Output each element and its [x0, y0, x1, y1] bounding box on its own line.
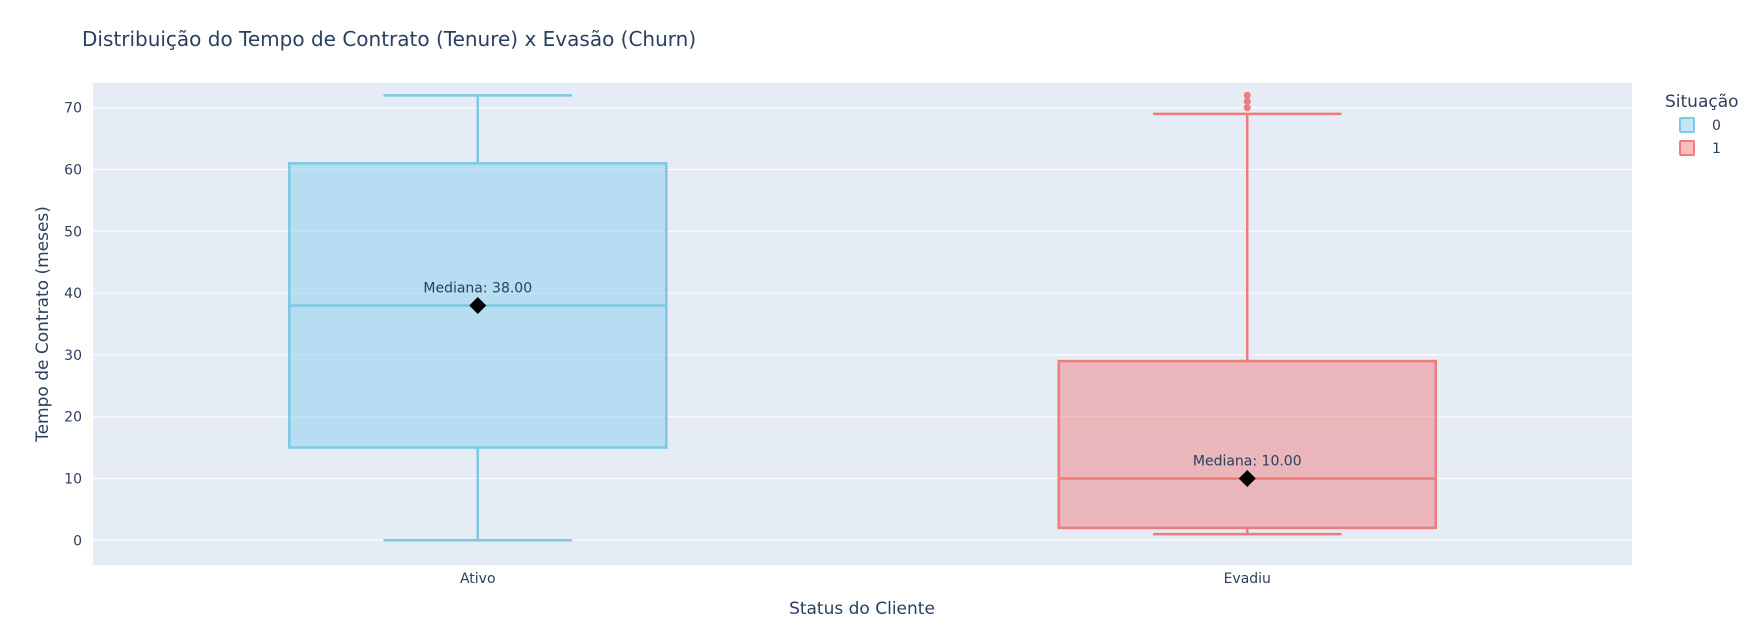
median-annotation-label: Mediana: 38.00 [423, 280, 532, 296]
y-tick-label: 30 [64, 348, 82, 364]
legend-item-label: 1 [1712, 141, 1721, 157]
outlier-point [1243, 104, 1251, 112]
y-axis-ticks: 0 10 20 30 40 50 60 70 [64, 101, 82, 550]
outlier-point [1243, 98, 1251, 106]
y-tick-label: 60 [64, 163, 82, 179]
y-tick-label: 50 [64, 224, 82, 240]
legend-title: Situação [1665, 92, 1739, 112]
legend-swatch [1679, 117, 1695, 133]
x-axis-title: Status do Cliente [789, 599, 935, 619]
box-iqr [1057, 359, 1438, 530]
y-tick-label: 0 [73, 533, 82, 549]
outlier-point [1243, 91, 1251, 99]
legend-swatch [1679, 140, 1695, 156]
box-evadiu [1057, 91, 1438, 536]
x-axis-ticks: Ativo Evadiu [460, 571, 1271, 587]
y-tick-label: 40 [64, 286, 82, 302]
chart-title: Distribuição do Tempo de Contrato (Tenur… [82, 27, 696, 51]
y-tick-label: 70 [64, 101, 82, 117]
y-tick-label: 20 [64, 410, 82, 426]
y-tick-label: 10 [64, 471, 82, 487]
median-annotation-label: Mediana: 10.00 [1193, 453, 1302, 469]
median-marker [469, 296, 487, 314]
x-tick-label: Ativo [460, 571, 496, 587]
legend-item-label: 0 [1712, 118, 1721, 134]
x-tick-label: Evadiu [1224, 571, 1271, 587]
legend: Situação 0 1 [1665, 92, 1739, 157]
y-axis-title: Tempo de Contrato (meses) [33, 206, 53, 443]
